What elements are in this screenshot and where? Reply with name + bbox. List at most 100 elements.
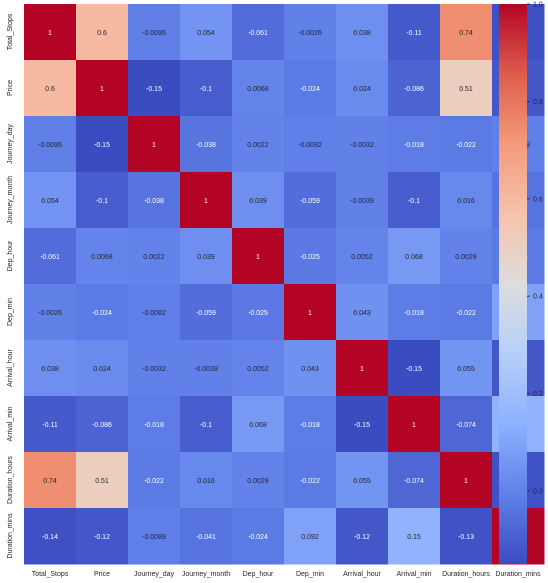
heatmap-cell bbox=[76, 340, 129, 397]
heatmap-cell bbox=[388, 116, 441, 173]
heatmap-cell bbox=[24, 172, 77, 229]
cell-value-label: -0.018 bbox=[300, 422, 320, 429]
heatmap-cell bbox=[76, 116, 129, 173]
heatmap-cell bbox=[440, 508, 493, 565]
cell-value-label: 0.0068 bbox=[91, 254, 113, 261]
heatmap-cell bbox=[232, 284, 285, 341]
cell-value-label: -0.022 bbox=[456, 142, 476, 149]
heatmap-cell bbox=[336, 228, 389, 285]
x-tick-label: Price bbox=[94, 571, 110, 578]
cell-value-label: -0.024 bbox=[92, 310, 112, 317]
cell-value-label: -0.0039 bbox=[194, 366, 218, 373]
cell-value-label: 0.74 bbox=[459, 30, 473, 37]
cell-value-label: -0.1 bbox=[408, 198, 420, 205]
heatmap-cell bbox=[180, 284, 233, 341]
heatmap-cell bbox=[232, 4, 285, 61]
heatmap-cell bbox=[180, 452, 233, 509]
colorbar-tick-label: 0.8 bbox=[533, 99, 543, 106]
heatmap-cell bbox=[336, 116, 389, 173]
cell-value-label: 0.0022 bbox=[143, 254, 165, 261]
cell-value-label: -0.059 bbox=[196, 310, 216, 317]
cell-value-label: -0.059 bbox=[300, 198, 320, 205]
cell-value-label: 0.0022 bbox=[247, 142, 269, 149]
heatmap-cell bbox=[336, 396, 389, 453]
x-tick-label: Arrival_hour bbox=[343, 571, 381, 578]
x-tick-label: Dep_hour bbox=[243, 571, 274, 578]
cell-value-label: -0.15 bbox=[354, 422, 370, 429]
heatmap-cell bbox=[440, 60, 493, 117]
heatmap-cell bbox=[128, 284, 181, 341]
cell-value-label: -0.018 bbox=[404, 142, 424, 149]
x-tick-label: Total_Stops bbox=[32, 571, 69, 578]
colorbar-tick-label: 1.0 bbox=[533, 2, 543, 9]
heatmap-cell bbox=[336, 284, 389, 341]
cell-value-label: -0.024 bbox=[248, 534, 268, 541]
cell-value-label: 0.039 bbox=[197, 254, 215, 261]
cell-value-label: -0.0082 bbox=[298, 142, 322, 149]
cell-value-label: 0.038 bbox=[41, 366, 59, 373]
heatmap-cell bbox=[284, 396, 337, 453]
heatmap-cell bbox=[284, 228, 337, 285]
heatmap-cell bbox=[76, 452, 129, 509]
cell-value-label: -0.024 bbox=[300, 86, 320, 93]
heatmap-cell bbox=[180, 340, 233, 397]
heatmap-cell bbox=[128, 396, 181, 453]
cell-value-label: -0.12 bbox=[354, 534, 370, 541]
cell-value-label: -0.022 bbox=[300, 478, 320, 485]
cell-value-label: 0.043 bbox=[353, 310, 371, 317]
cell-value-label: 0.0052 bbox=[351, 254, 373, 261]
cell-value-label: 0.024 bbox=[93, 366, 111, 373]
cell-value-label: -0.1 bbox=[96, 198, 108, 205]
y-tick-label: Arrival_min bbox=[7, 406, 14, 441]
heatmap-cell bbox=[232, 508, 285, 565]
heatmap-cell bbox=[76, 284, 129, 341]
cell-value-label: 0.054 bbox=[41, 198, 59, 205]
cell-value-label: -0.0026 bbox=[38, 310, 62, 317]
y-tick-label: Total_Stops bbox=[7, 13, 14, 50]
heatmap-cell bbox=[180, 116, 233, 173]
heatmap-cell bbox=[232, 60, 285, 117]
cell-value-label: 0.055 bbox=[353, 478, 371, 485]
heatmap-cell bbox=[232, 116, 285, 173]
heatmap-cell bbox=[284, 452, 337, 509]
heatmap-cell bbox=[180, 396, 233, 453]
cell-value-label: -0.086 bbox=[92, 422, 112, 429]
cell-value-label: -0.0095 bbox=[38, 142, 62, 149]
heatmap-cell bbox=[284, 284, 337, 341]
cell-value-label: -0.0095 bbox=[142, 30, 166, 37]
heatmap-cell bbox=[440, 116, 493, 173]
heatmap-cell bbox=[128, 228, 181, 285]
heatmap-cell bbox=[388, 172, 441, 229]
heatmap-cell bbox=[24, 4, 77, 61]
colorbar-tick-label: 0.4 bbox=[533, 294, 543, 301]
heatmap-cell bbox=[128, 172, 181, 229]
cell-value-label: -0.0039 bbox=[350, 198, 374, 205]
cell-value-label: 0.016 bbox=[457, 198, 475, 205]
colorbar-tick-label: 0.0 bbox=[533, 488, 543, 495]
cell-value-label: 1 bbox=[48, 30, 52, 37]
heatmap-cell bbox=[388, 284, 441, 341]
cell-value-label: -0.061 bbox=[40, 254, 60, 261]
x-tick-label: Duration_hours bbox=[442, 571, 490, 578]
cell-value-label: 0.068 bbox=[249, 422, 267, 429]
cell-value-label: -0.12 bbox=[94, 534, 110, 541]
colorbar: 0.0 0.2 0.4 0.6 0.8 1.0 bbox=[499, 2, 543, 564]
cell-value-label: 0.0068 bbox=[247, 86, 269, 93]
cell-value-label: -0.038 bbox=[144, 198, 164, 205]
heatmap-cell bbox=[180, 508, 233, 565]
heatmap-cell bbox=[336, 4, 389, 61]
cell-value-label: -0.061 bbox=[248, 30, 268, 37]
cell-value-label: 0.0029 bbox=[455, 254, 477, 261]
heatmap-cell bbox=[128, 508, 181, 565]
heatmap-cell bbox=[128, 340, 181, 397]
cell-value-label: 0.039 bbox=[249, 198, 267, 205]
heatmap-cell bbox=[24, 60, 77, 117]
x-tick-label: Journey_day bbox=[134, 571, 175, 578]
y-tick-label: Journey_day bbox=[7, 123, 14, 164]
heatmap-cell bbox=[284, 340, 337, 397]
y-tick-label: Journey_month bbox=[7, 176, 14, 224]
heatmap-cell bbox=[24, 228, 77, 285]
heatmap-cell bbox=[232, 228, 285, 285]
cell-value-label: 1 bbox=[204, 198, 208, 205]
